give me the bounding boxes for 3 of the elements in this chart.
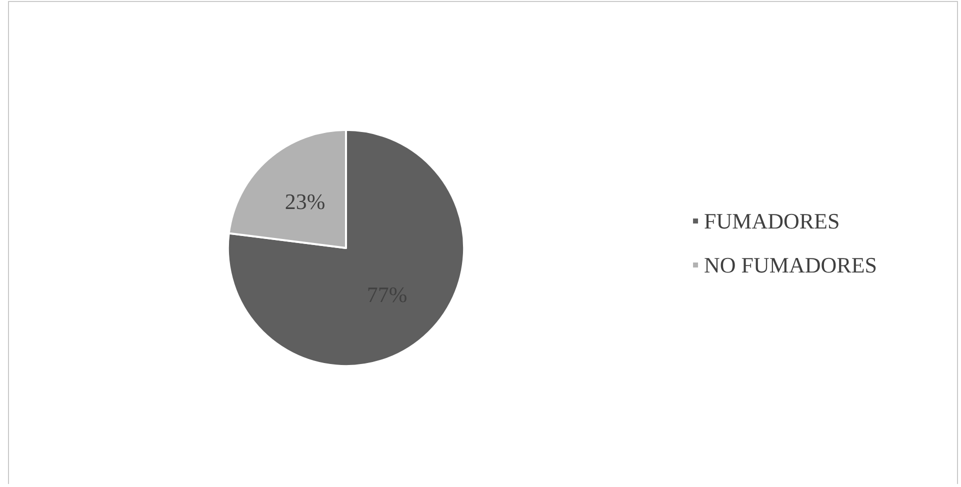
legend-label: FUMADORES xyxy=(704,208,840,234)
data-label: 23% xyxy=(284,188,326,214)
legend-label: NO FUMADORES xyxy=(704,252,878,278)
